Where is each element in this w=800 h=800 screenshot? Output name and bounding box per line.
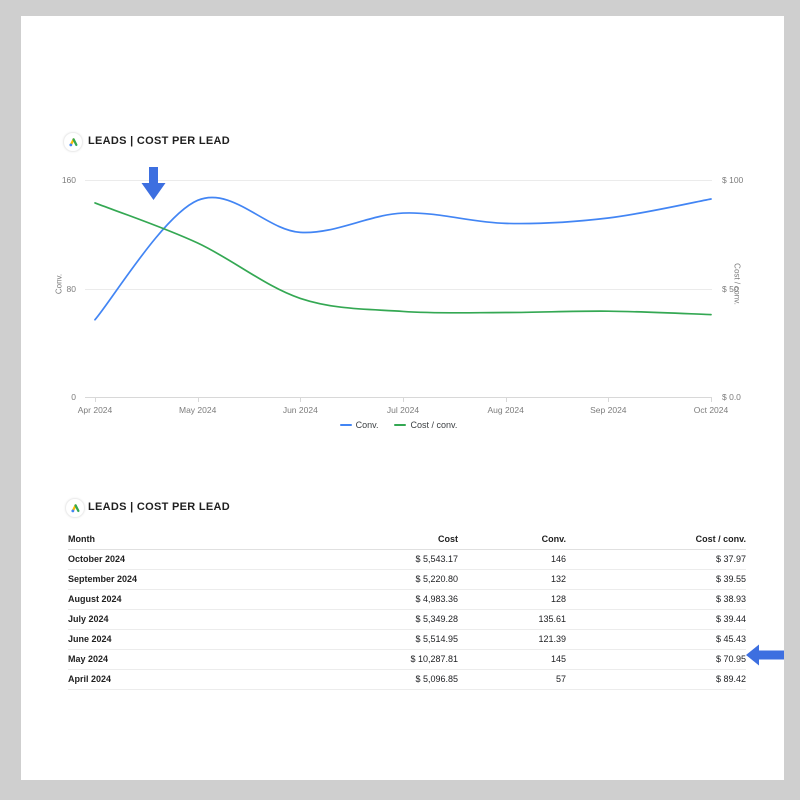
table-row: July 2024 $ 5,349.28 135.61 $ 39.44 (68, 610, 746, 630)
x-axis-label: Aug 2024 (487, 405, 524, 415)
x-axis-label: Jun 2024 (282, 405, 318, 415)
gridline (85, 180, 712, 181)
month-cell: July 2024 (68, 614, 109, 624)
table-row: June 2024 $ 5,514.95 121.39 $ 45.43 (68, 630, 746, 650)
value-cell: $ 5,543.17 (415, 554, 458, 564)
value-cell: $ 5,349.28 (415, 614, 458, 624)
column-header: Month (68, 534, 95, 544)
legend-swatch (394, 424, 407, 426)
month-cell: October 2024 (68, 554, 126, 564)
value-cell: 135.61 (538, 614, 566, 624)
left-axis-title: Conv. (54, 273, 64, 295)
x-axis-label: Apr 2024 (77, 405, 113, 415)
value-cell: $ 39.44 (715, 614, 746, 624)
legend-swatch (339, 424, 352, 426)
table-row: May 2024 $ 10,287.81 145 $ 70.95 (68, 650, 746, 670)
chart-title: LEADS | COST PER LEAD (88, 135, 231, 147)
value-cell: $ 4,983.36 (415, 594, 458, 604)
left-axis-tick-label: 80 (66, 283, 76, 294)
value-cell: $ 70.95 (715, 654, 746, 664)
x-axis-tick (95, 398, 96, 402)
report-table: Month Cost Conv. Cost / conv. October 2024 $ … (68, 530, 746, 690)
x-axis-tick (505, 398, 507, 402)
google-ads-icon (65, 498, 85, 518)
value-cell: $ 5,220.80 (415, 574, 458, 584)
value-cell: 146 (550, 554, 566, 564)
value-cell: 57 (555, 674, 566, 684)
value-cell: $ 89.42 (715, 674, 746, 684)
column-header: Cost / conv. (695, 534, 746, 544)
chart-legend: Conv. Cost / conv. (85, 420, 712, 430)
column-header: Cost (438, 534, 458, 544)
month-cell: August 2024 (68, 594, 122, 604)
value-cell: 145 (550, 654, 566, 664)
x-axis-tick (711, 398, 712, 402)
value-cell: $ 5,096.85 (415, 674, 458, 684)
left-axis-tick-label: 0 (71, 392, 76, 402)
table-title: LEADS | COST PER LEAD (88, 501, 231, 513)
right-axis-title: Cost / conv. (732, 263, 742, 305)
gridline (85, 397, 712, 398)
right-axis-tick-label: $ 50 (722, 283, 739, 294)
x-axis-label: May 2024 (178, 405, 217, 415)
month-cell: May 2024 (68, 654, 109, 664)
gridline (85, 288, 712, 290)
x-axis-tick (197, 398, 199, 402)
value-cell: $ 38.93 (715, 594, 746, 604)
value-cell: $ 5,514.95 (415, 634, 458, 644)
legend-label: Cost / conv. (410, 420, 458, 430)
down-arrow-annotation (141, 167, 166, 200)
table-row: October 2024 $ 5,543.17 146 $ 37.97 (68, 550, 746, 570)
table-row: September 2024 $ 5,220.80 132 $ 39.55 (68, 570, 746, 590)
legend-item[interactable]: Conv. (339, 420, 379, 430)
legend-label: Conv. (355, 420, 379, 430)
google-ads-logo-glyph (68, 137, 77, 146)
value-cell: $ 10,287.81 (410, 654, 458, 664)
month-cell: June 2024 (68, 634, 112, 644)
value-cell: $ 37.97 (715, 554, 746, 564)
table-row: April 2024 $ 5,096.85 57 $ 89.42 (68, 670, 746, 690)
column-header: Conv. (541, 534, 566, 544)
line-chart (94, 196, 712, 321)
table-row: August 2024 $ 4,983.36 128 $ 38.93 (68, 590, 746, 610)
x-axis-tick (403, 398, 404, 402)
legend-item[interactable]: Cost / conv. (394, 420, 457, 430)
left-arrow-annotation (746, 644, 784, 666)
x-axis-label: Jul 2024 (386, 405, 420, 415)
value-cell: 128 (550, 594, 566, 604)
right-axis-tick-label: $ 100 (722, 175, 744, 185)
right-axis-tick-label: $ 0.0 (722, 392, 741, 402)
value-cell: $ 45.43 (715, 634, 746, 644)
left-axis-tick-label: 160 (61, 175, 76, 185)
google-ads-logo-glyph (70, 503, 79, 512)
value-cell: 132 (550, 574, 566, 584)
google-ads-icon (63, 132, 83, 152)
series-line-conv (94, 196, 712, 321)
month-cell: April 2024 (68, 674, 112, 684)
x-axis-tick (608, 398, 610, 402)
month-cell: September 2024 (68, 574, 138, 584)
table-header-row: Month Cost Conv. Cost / conv. (68, 530, 746, 550)
value-cell: 121.39 (538, 634, 566, 644)
x-axis-label: Oct 2024 (693, 405, 729, 415)
series-line-cost-per-conv (94, 202, 712, 316)
x-axis-label: Sep 2024 (590, 405, 627, 415)
value-cell: $ 39.55 (715, 574, 746, 584)
x-axis-tick (300, 398, 302, 402)
